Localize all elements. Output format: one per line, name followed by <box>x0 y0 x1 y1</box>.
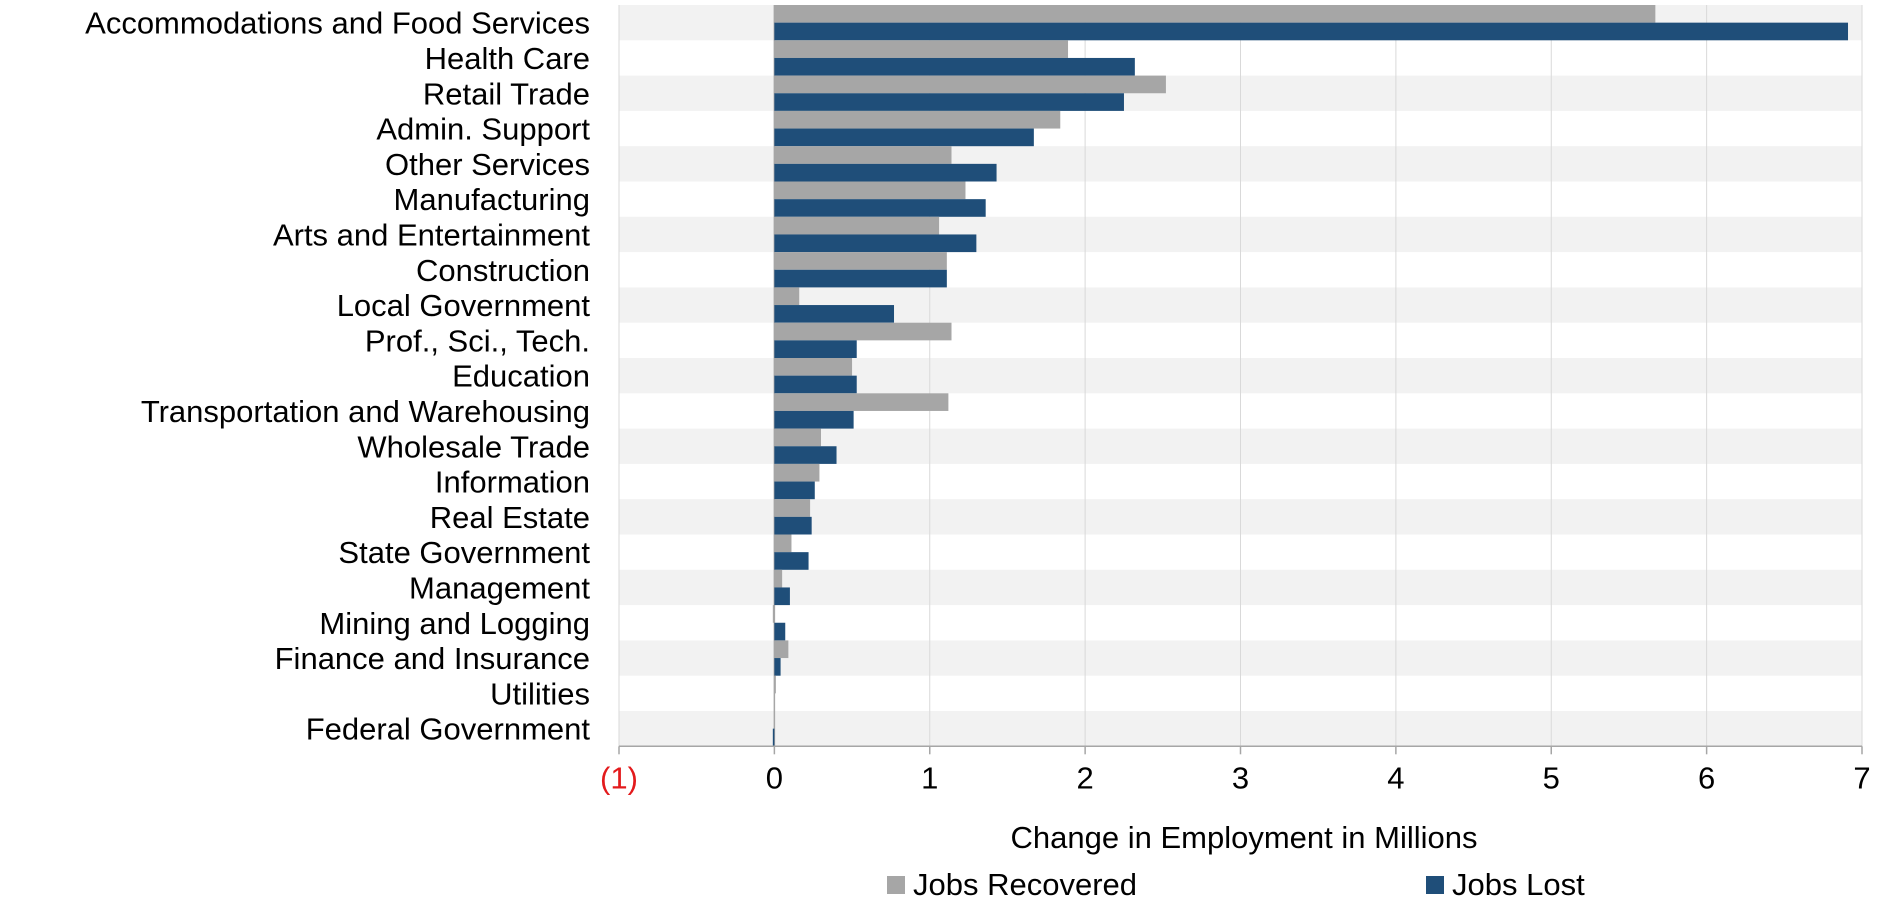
bar-jobs-lost-local-government <box>774 305 895 323</box>
bar-jobs-recovered-construction <box>774 252 947 270</box>
bar-jobs-recovered-arts-and-entertainment <box>774 216 940 235</box>
x-axis-title: Change in Employment in Millions <box>1011 820 1478 855</box>
bar-jobs-lost-other-services <box>774 163 997 182</box>
category-label-other-services: Other Services <box>385 147 590 182</box>
category-label-mining-and-logging: Mining and Logging <box>319 606 590 641</box>
x-tick-label: 5 <box>1543 760 1560 795</box>
category-label-prof-sci-tech: Prof., Sci., Tech. <box>365 323 590 358</box>
category-label-admin-support: Admin. Support <box>376 112 590 147</box>
x-tick-label: 4 <box>1387 760 1404 795</box>
bar-jobs-recovered-information <box>774 463 820 482</box>
category-label-accommodations-and-food-services: Accommodations and Food Services <box>85 6 590 41</box>
bar-jobs-lost-health-care <box>774 57 1135 76</box>
bar-jobs-lost-information <box>774 481 815 500</box>
bar-jobs-recovered-wholesale-trade <box>774 428 821 447</box>
category-label-wholesale-trade: Wholesale Trade <box>357 429 590 464</box>
bar-jobs-recovered-local-government <box>774 287 800 306</box>
bar-jobs-lost-manufacturing <box>774 199 986 217</box>
bar-jobs-recovered-real-estate <box>774 499 811 517</box>
bar-jobs-recovered-retail-trade <box>774 75 1166 94</box>
bar-jobs-recovered-other-services <box>774 146 952 164</box>
bar-jobs-lost-construction <box>774 269 947 288</box>
bar-jobs-lost-education <box>774 375 857 394</box>
x-tick-label: 6 <box>1698 760 1715 795</box>
category-label-transportation-and-warehousing: Transportation and Warehousing <box>141 394 590 429</box>
category-label-local-government: Local Government <box>337 288 591 323</box>
bar-jobs-recovered-management <box>774 569 783 588</box>
bar-jobs-lost-retail-trade <box>774 93 1124 111</box>
legend-item-jobs-recovered: Jobs Recovered <box>887 867 1137 902</box>
x-tick-label: (1) <box>600 760 638 795</box>
bar-jobs-lost-wholesale-trade <box>774 446 837 464</box>
x-tick-label: 2 <box>1077 760 1094 795</box>
category-label-information: Information <box>435 465 590 500</box>
x-tick-label: 1 <box>921 760 938 795</box>
bar-jobs-lost-finance-and-insurance <box>774 658 781 676</box>
bar-jobs-lost-prof-sci-tech <box>774 340 857 358</box>
bar-jobs-recovered-manufacturing <box>774 181 966 200</box>
category-label-state-government: State Government <box>338 535 590 570</box>
bar-jobs-lost-state-government <box>774 552 809 570</box>
category-label-federal-government: Federal Government <box>306 712 591 747</box>
bar-jobs-recovered-finance-and-insurance <box>774 640 789 659</box>
legend-swatch-jobs-recovered <box>887 876 905 894</box>
bar-jobs-recovered-prof-sci-tech <box>774 322 952 341</box>
category-label-arts-and-entertainment: Arts and Entertainment <box>273 217 590 252</box>
bar-jobs-recovered-mining-and-logging <box>772 605 775 623</box>
legend-swatch-jobs-lost <box>1426 876 1444 894</box>
bar-jobs-recovered-accommodations-and-food-services <box>774 5 1656 23</box>
x-tick-label: 7 <box>1853 760 1870 795</box>
bar-jobs-lost-accommodations-and-food-services <box>774 22 1849 41</box>
bar-jobs-lost-arts-and-entertainment <box>774 234 977 253</box>
legend-item-jobs-lost: Jobs Lost <box>1426 867 1585 902</box>
bar-jobs-recovered-health-care <box>774 40 1069 58</box>
x-tick-label: 0 <box>766 760 783 795</box>
bar-jobs-recovered-admin-support <box>774 110 1061 129</box>
bar-jobs-lost-transportation-and-warehousing <box>774 410 854 429</box>
category-label-real-estate: Real Estate <box>430 500 590 535</box>
category-label-health-care: Health Care <box>425 41 590 76</box>
bar-jobs-recovered-state-government <box>774 534 792 553</box>
category-label-utilities: Utilities <box>490 676 590 711</box>
bar-jobs-lost-admin-support <box>774 128 1034 147</box>
legend-label-jobs-lost: Jobs Lost <box>1452 867 1585 899</box>
x-tick-label: 3 <box>1232 760 1249 795</box>
x-axis: (1) 0 1 2 3 4 5 6 7 <box>600 745 1871 795</box>
bar-jobs-lost-management <box>774 587 790 606</box>
bar-jobs-recovered-transportation-and-warehousing <box>774 393 949 411</box>
bar-jobs-lost-federal-government <box>772 728 775 747</box>
category-label-construction: Construction <box>416 253 590 288</box>
category-label-education: Education <box>452 359 590 394</box>
legend-label-jobs-recovered: Jobs Recovered <box>913 867 1137 899</box>
bar-jobs-recovered-education <box>774 358 853 376</box>
bar-jobs-recovered-utilities <box>774 675 776 694</box>
bars <box>772 5 1849 747</box>
category-label-manufacturing: Manufacturing <box>394 182 590 217</box>
bar-jobs-lost-real-estate <box>774 516 812 535</box>
category-label-finance-and-insurance: Finance and Insurance <box>275 641 590 676</box>
category-label-retail-trade: Retail Trade <box>423 76 590 111</box>
bar-jobs-lost-mining-and-logging <box>774 622 786 641</box>
legend: Jobs Recovered Jobs Lost <box>887 867 1585 902</box>
category-label-management: Management <box>409 570 590 605</box>
